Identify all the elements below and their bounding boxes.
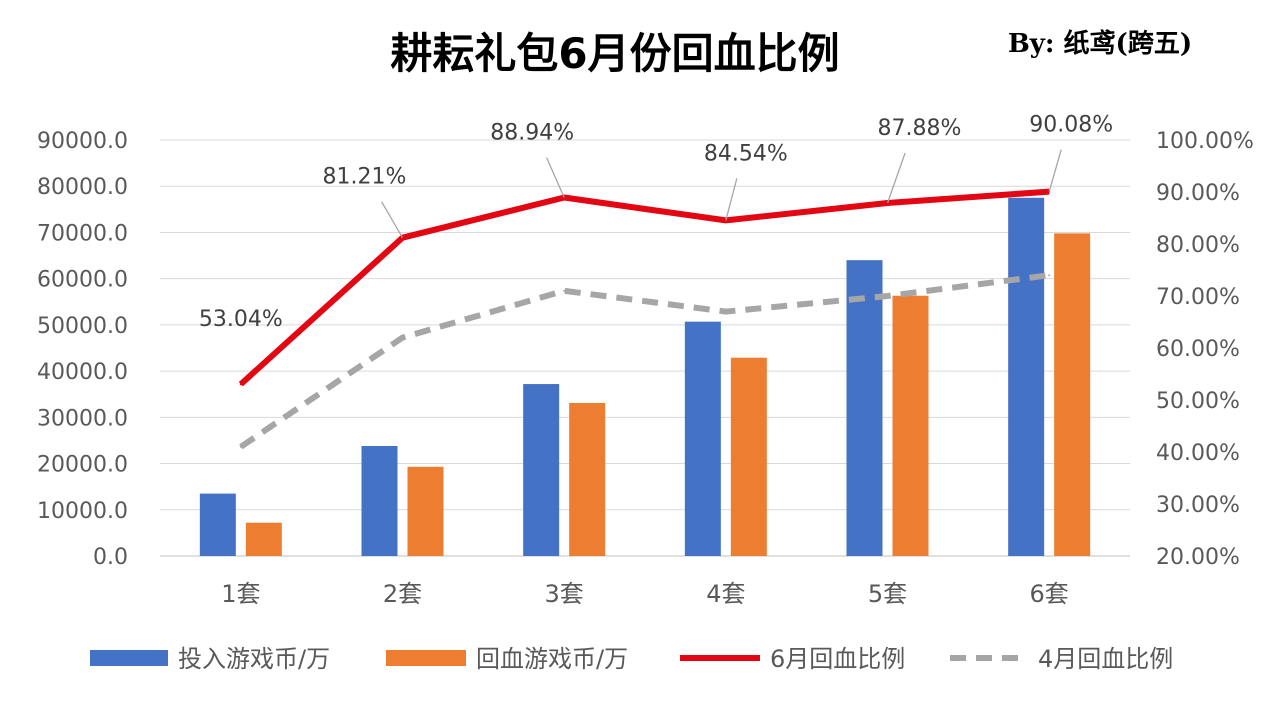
lines xyxy=(238,188,1051,450)
line-point xyxy=(239,445,242,448)
x-tick-label: 3套 xyxy=(545,580,584,608)
line-point xyxy=(886,295,889,297)
data-label: 81.21% xyxy=(323,165,407,190)
data-label: 84.54% xyxy=(704,141,788,166)
data-label: 88.94% xyxy=(490,121,574,146)
line-point xyxy=(401,336,404,339)
chart-title: 耕耘礼包6月份回血比例 xyxy=(390,29,839,78)
data-label: 87.88% xyxy=(878,116,962,141)
bar xyxy=(407,466,444,556)
bars xyxy=(199,197,1091,556)
x-tick-label: 1套 xyxy=(221,580,260,608)
y-right-tick-label: 30.00% xyxy=(1156,493,1240,518)
bar xyxy=(730,357,767,556)
label-leader xyxy=(1048,149,1062,192)
bar xyxy=(684,321,721,556)
bar xyxy=(361,445,398,556)
y-left-tick-label: 40000.0 xyxy=(37,360,128,385)
author-signature: By: 纸鸢(跨五) xyxy=(1008,28,1192,59)
y-left-tick-label: 70000.0 xyxy=(37,221,128,246)
bar xyxy=(1054,233,1091,556)
y-right-tick-label: 60.00% xyxy=(1156,337,1240,362)
bar xyxy=(892,295,929,556)
legend-label: 投入游戏币/万 xyxy=(178,645,330,673)
right-axis: 20.00% 30.00% 40.00% 50.00% 60.00% 70.00% 80.0… xyxy=(1156,129,1254,570)
y-left-tick-label: 10000.0 xyxy=(37,499,128,524)
y-right-tick-label: 50.00% xyxy=(1156,389,1240,414)
x-axis: 1套 2套 3套 4套 5套 6套 xyxy=(221,580,1069,608)
bar xyxy=(846,260,883,556)
x-tick-label: 2套 xyxy=(383,580,422,608)
legend-label: 回血游戏币/万 xyxy=(476,645,628,673)
label-leader xyxy=(886,152,906,204)
legend: 投入游戏币/万 回血游戏币/万 6月回血比例 4月回血比例 xyxy=(90,645,1173,673)
x-tick-label: 6套 xyxy=(1030,580,1069,608)
y-right-tick-label: 100.00% xyxy=(1156,129,1254,154)
y-right-tick-label: 80.00% xyxy=(1156,233,1240,258)
series-line xyxy=(238,188,1050,387)
label-leader xyxy=(545,157,565,198)
legend-swatch xyxy=(90,650,168,666)
y-right-tick-label: 70.00% xyxy=(1156,285,1240,310)
data-label: 90.08% xyxy=(1029,113,1113,138)
y-left-tick-label: 0.0 xyxy=(93,545,128,570)
data-label: 53.04% xyxy=(199,307,283,332)
y-right-tick-label: 20.00% xyxy=(1156,545,1240,570)
bar xyxy=(569,403,606,556)
y-right-tick-label: 40.00% xyxy=(1156,441,1240,466)
x-tick-label: 5套 xyxy=(868,580,907,608)
line-point xyxy=(724,310,727,313)
left-axis: 0.0 10000.0 20000.0 30000.0 40000.0 50000.0 60… xyxy=(37,129,128,570)
gridlines xyxy=(160,139,1130,557)
y-left-tick-label: 20000.0 xyxy=(37,453,128,478)
bar xyxy=(245,522,282,556)
data-labels: 53.04% 81.21% 88.94% 84.54% 87.88% 90.08% xyxy=(199,113,1113,333)
bar xyxy=(523,384,560,556)
bar xyxy=(199,493,236,556)
line-point xyxy=(563,289,566,292)
y-left-tick-label: 80000.0 xyxy=(37,175,128,200)
bar xyxy=(1008,197,1045,556)
y-left-tick-label: 50000.0 xyxy=(37,314,128,339)
series-line xyxy=(239,272,1050,450)
legend-swatch xyxy=(386,650,466,666)
line-point xyxy=(1048,274,1051,277)
y-right-tick-label: 90.00% xyxy=(1156,181,1240,206)
line-point xyxy=(239,383,242,386)
x-tick-label: 4套 xyxy=(706,580,745,608)
y-left-tick-label: 30000.0 xyxy=(37,406,128,431)
y-left-tick-label: 60000.0 xyxy=(37,268,128,293)
legend-label: 6月回血比例 xyxy=(770,645,905,673)
label-leader xyxy=(725,178,738,221)
y-left-tick-label: 90000.0 xyxy=(37,129,128,154)
legend-label: 4月回血比例 xyxy=(1038,645,1173,673)
label-leader xyxy=(381,201,404,239)
